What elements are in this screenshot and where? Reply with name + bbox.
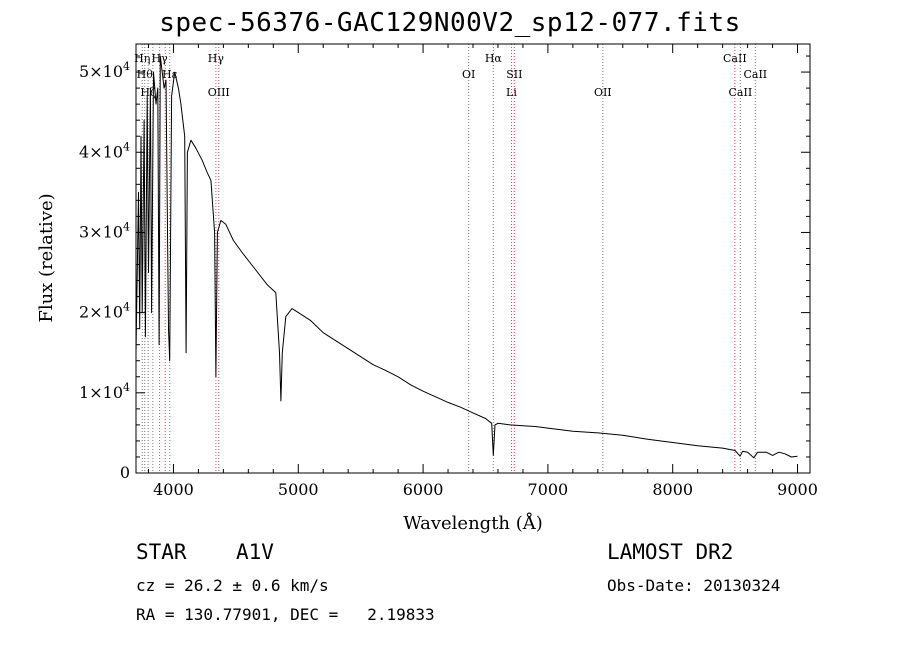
- chart-title: spec-56376-GAC129N00V2_sp12-077.fits: [159, 8, 741, 38]
- spectral-subclass: A1V: [236, 540, 274, 564]
- line-marker-label-15: CaII: [729, 86, 753, 99]
- x-tick-label-5: 9000: [777, 480, 818, 499]
- y-tick-label-2: 2×104: [79, 301, 130, 322]
- y-axis-label: Flux (relative): [36, 193, 57, 322]
- line-marker-label-2: Hζ: [140, 86, 156, 99]
- observation-date: Obs-Date: 20130324: [607, 576, 781, 595]
- redshift-velocity: cz = 26.2 ± 0.6 km/s: [136, 576, 329, 595]
- coordinates: RA = 130.77901, DEC = 2.19833: [136, 605, 435, 624]
- y-tick-label-5: 5×104: [79, 60, 130, 81]
- line-marker-label-8: OIII: [208, 86, 230, 99]
- line-marker-label-10: Hα: [485, 52, 503, 65]
- y-tick-label-0: 0: [120, 463, 130, 482]
- line-marker-label-7: Hγ: [208, 52, 225, 65]
- object-type: STAR: [136, 540, 187, 564]
- plot-frame: [135, 43, 811, 474]
- line-marker-label-0: Hη: [134, 52, 150, 65]
- x-tick-label-0: 4000: [153, 480, 194, 499]
- survey-name: LAMOST DR2: [607, 540, 734, 564]
- line-marker-label-11: Li: [506, 86, 517, 99]
- x-tick-label-4: 8000: [652, 480, 693, 499]
- line-marker-label-1: Hθ: [137, 68, 154, 81]
- x-axis-label: Wavelength (Å): [403, 512, 543, 534]
- spectrum-series: [135, 55, 798, 459]
- line-marker-label-13: OII: [594, 86, 612, 99]
- y-tick-label-1: 1×104: [79, 381, 130, 402]
- line-marker-label-9: OI: [462, 68, 475, 81]
- axis-ticks: 4000 5000 6000 7000 8000 9000 0 1×104 2×104 3×104…: [79, 44, 818, 499]
- line-marker-label-14: CaII: [723, 52, 747, 65]
- x-tick-label-2: 6000: [403, 480, 444, 499]
- y-tick-label-3: 3×104: [79, 220, 130, 241]
- y-tick-label-4: 4×104: [79, 140, 130, 161]
- x-tick-label-1: 5000: [278, 480, 319, 499]
- spectrum-line-0: [135, 55, 798, 459]
- line-marker-label-16: CaII: [743, 68, 767, 81]
- x-tick-label-3: 7000: [528, 480, 569, 499]
- line-marker-label-12: SII: [506, 68, 522, 81]
